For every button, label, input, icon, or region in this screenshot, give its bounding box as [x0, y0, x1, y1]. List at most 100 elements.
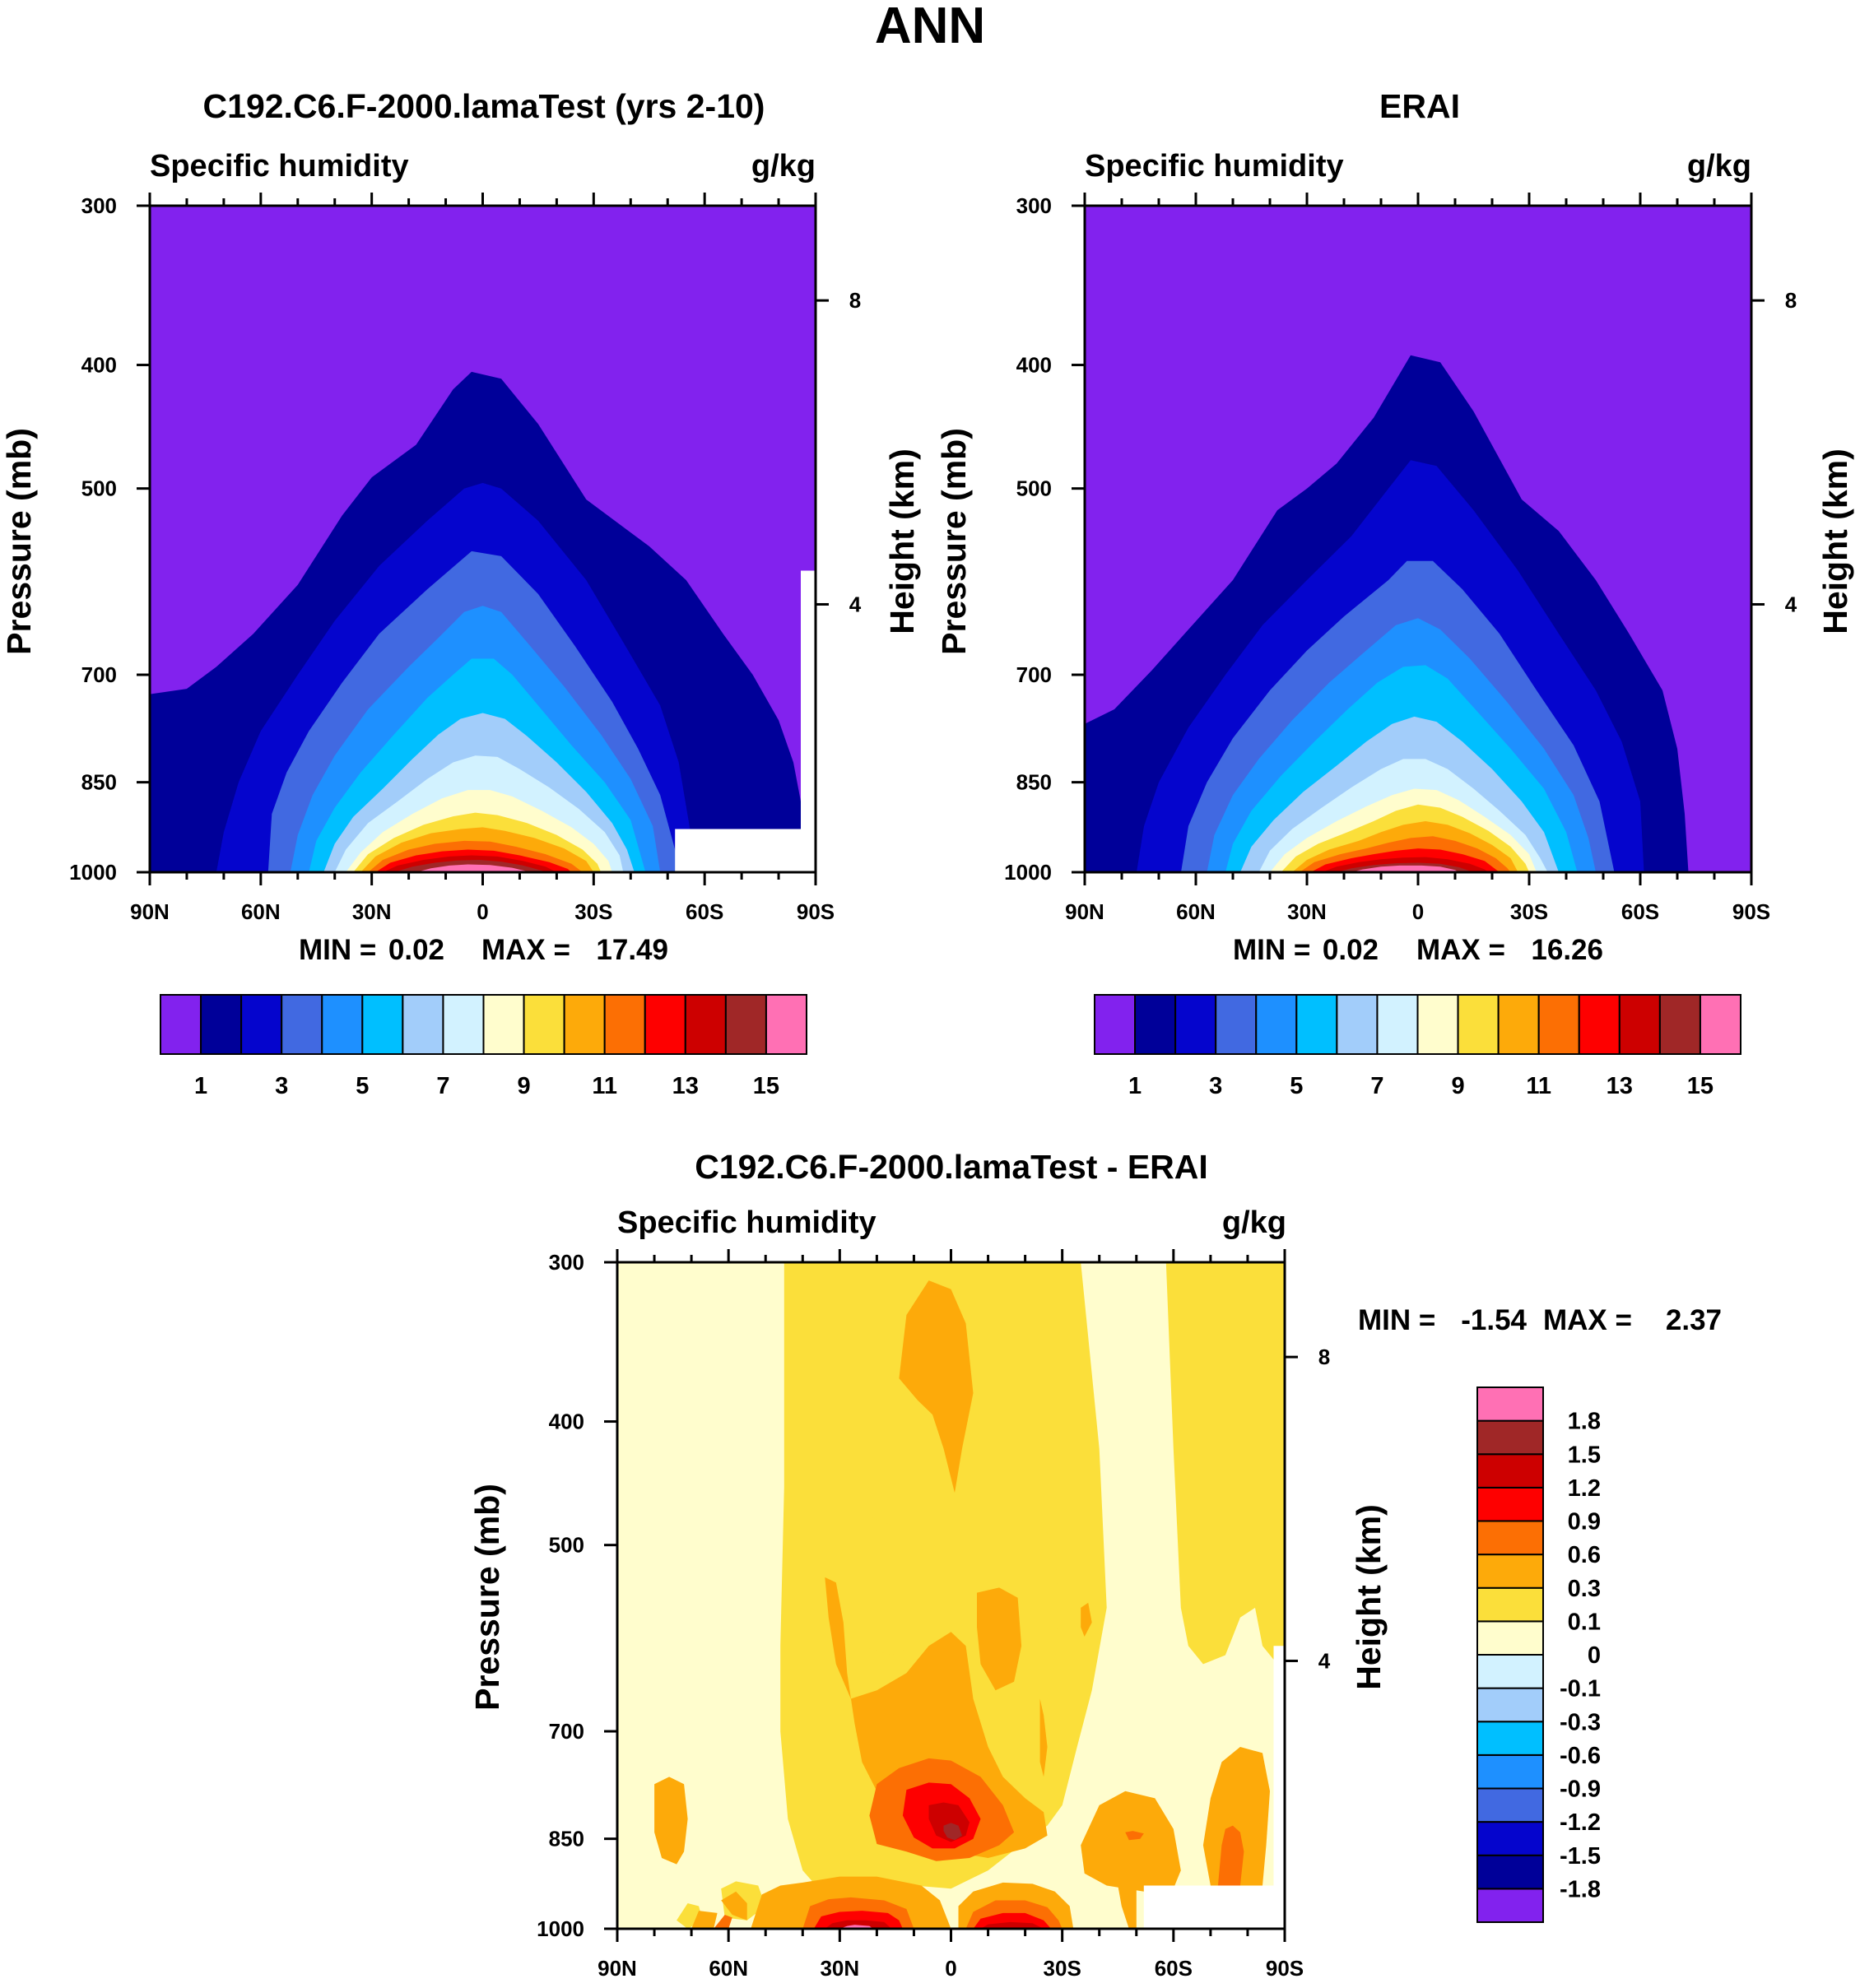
colorbar-label: 13: [672, 1073, 699, 1099]
colorbar-label: 11: [592, 1073, 617, 1099]
contour-patch-cool-4: [899, 1280, 974, 1493]
y-tick-label: 500: [1016, 476, 1052, 501]
x-tick-label: 30N: [820, 1956, 859, 1981]
y-tick-label: 300: [1016, 193, 1052, 218]
panel-title: ERAI: [1379, 87, 1460, 125]
y-tick-label: 850: [1016, 770, 1052, 795]
contour-patch-warm-6: [1202, 1747, 1270, 1886]
colorbar-box: [644, 994, 686, 1055]
colorbar-box: [1476, 1520, 1544, 1556]
colorbar-box: [1476, 1486, 1544, 1522]
x-tick-label: 90N: [598, 1956, 637, 1981]
contour-patch-warm-3: [1039, 1698, 1048, 1777]
y2-tick-label: 8: [1785, 288, 1797, 313]
y2-axis-label: Height (km): [1350, 1504, 1388, 1690]
right-string: g/kg: [1687, 149, 1751, 183]
min-label: MIN =: [1233, 934, 1310, 966]
x-tick-label: 60N: [1176, 899, 1216, 924]
y-axis-label: Pressure (mb): [468, 1484, 506, 1711]
y-tick-label: 700: [1016, 662, 1052, 687]
x-tick-label: 60N: [241, 899, 281, 924]
contour-fills: [150, 206, 816, 872]
x-tick-label: 30S: [1044, 1956, 1081, 1981]
colorbar-box: [1618, 994, 1661, 1055]
contour-patch-warm-0: [847, 1517, 929, 1656]
y2-tick-label: 8: [849, 288, 861, 313]
y-tick-label: 500: [549, 1533, 584, 1558]
colorbar-box: [442, 994, 485, 1055]
y2-tick-label: 4: [1318, 1648, 1331, 1673]
colorbar-box: [1215, 994, 1258, 1055]
y2-axis-label: Height (km): [1816, 448, 1854, 634]
colorbar-box: [1255, 994, 1298, 1055]
missing-data-region-1: [1273, 1646, 1285, 1886]
panel-title: C192.C6.F-2000.lamaTest (yrs 2-10): [203, 87, 765, 125]
colorbar-box: [1476, 1620, 1544, 1656]
y-tick-label: 1000: [69, 860, 117, 885]
panel-obs: ERAI Specific humidity g/kg 90N 60N 30N 0 30…: [935, 87, 1854, 1099]
panel-diff: C192.C6.F-2000.lamaTest - ERAI Specific …: [468, 1148, 1722, 1981]
missing-data-region-0: [675, 829, 808, 872]
colorbar-label: 11: [1526, 1073, 1551, 1099]
colorbar-label: 5: [1290, 1073, 1303, 1099]
colorbar-label: -0.9: [1560, 1777, 1601, 1803]
colorbar-label: 1: [1128, 1073, 1142, 1099]
contour-patch-warm-18: [1118, 1885, 1137, 1929]
colorbar-box: [321, 994, 364, 1055]
colorbar-label: 3: [275, 1073, 288, 1099]
contour-patch-cool-1: [1165, 1262, 1285, 1665]
y-axis-label: Pressure (mb): [0, 428, 38, 655]
contour-fills: [617, 1262, 1285, 1929]
plot-area: 90N 60N 30N 0 30S 60S 90S 300 400 500 700 850 1000 8 4: [1004, 193, 1797, 924]
x-tick-label: 60S: [1155, 1956, 1193, 1981]
colorbar-label: 1.8: [1568, 1409, 1601, 1435]
x-tick-label: 60S: [686, 899, 723, 924]
right-string: g/kg: [751, 149, 816, 183]
colorbar: 1 3 5 7 9 11 13 15: [1094, 994, 1741, 1099]
y-tick-label: 300: [549, 1250, 584, 1275]
min-label: MIN =: [299, 934, 376, 966]
contour-patch-warm-2: [977, 1587, 1022, 1691]
y2-tick-label: 4: [1785, 592, 1797, 616]
y-tick-label: 850: [81, 770, 117, 795]
colorbar-label: 0.6: [1568, 1542, 1601, 1568]
colorbar-label: 9: [517, 1073, 530, 1099]
colorbar-box: [1476, 1821, 1544, 1856]
y-tick-label: 500: [81, 476, 117, 501]
max-label: MAX =: [481, 934, 570, 966]
colorbar-box: [523, 994, 565, 1055]
min-label: MIN =: [1358, 1304, 1435, 1336]
colorbar-label: -0.3: [1560, 1709, 1601, 1735]
contour-patch-cool-7: [721, 1891, 747, 1921]
colorbar-label: 3: [1209, 1073, 1222, 1099]
plot-area: 90N 60N 30N 0 30S 60S 90S 300 400 500 700 850 1000 8 4: [537, 1249, 1331, 1981]
left-string: Specific humidity: [617, 1205, 877, 1240]
x-tick-label: 60S: [1621, 899, 1659, 924]
colorbar-box: [765, 994, 807, 1055]
missing-data-region-1: [801, 570, 816, 872]
colorbar-box: [1094, 994, 1137, 1055]
x-tick-label: 30N: [1287, 899, 1327, 924]
contour-patch-cool-10: [714, 1915, 732, 1929]
colorbar-box: [160, 994, 202, 1055]
colorbar-box: [1476, 1687, 1544, 1723]
colorbar-box: [281, 994, 323, 1055]
x-tick-label: 30S: [574, 899, 612, 924]
colorbar-box: [1658, 994, 1701, 1055]
colorbar-box: [1476, 1586, 1544, 1623]
colorbar-box: [563, 994, 606, 1055]
y-tick-label: 400: [549, 1410, 584, 1434]
colorbar-label: -1.5: [1560, 1843, 1601, 1870]
colorbar-box: [1476, 1654, 1544, 1689]
y-tick-label: 1000: [1004, 860, 1052, 885]
missing-data-region-0: [1143, 1885, 1285, 1929]
colorbar-label: 9: [1451, 1073, 1464, 1099]
contour-patch-warm-12: [825, 1920, 892, 1929]
colorbar-box: [1497, 994, 1540, 1055]
y-tick-label: 400: [1016, 353, 1052, 378]
contour-patch-warm-4: [1081, 1791, 1181, 1892]
colorbar-box: [1295, 994, 1338, 1055]
contour-patch-warm-8: [654, 1777, 688, 1865]
left-string: Specific humidity: [1085, 149, 1344, 183]
